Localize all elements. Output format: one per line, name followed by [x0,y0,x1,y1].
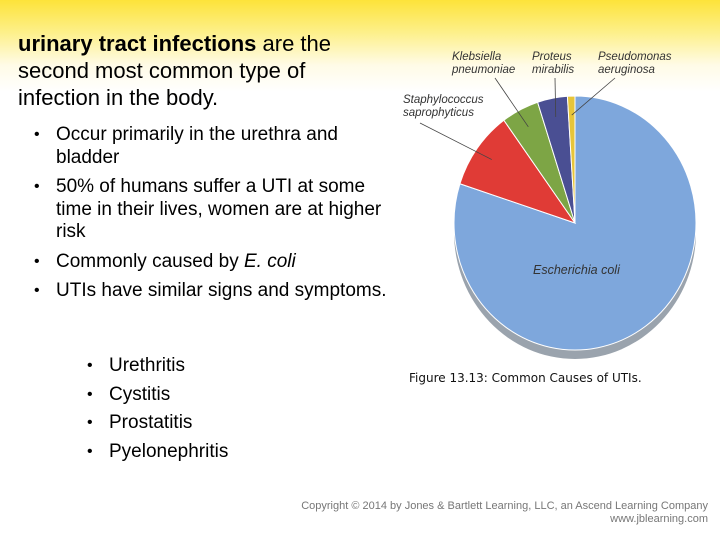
heading-bold: urinary tract infections [18,31,257,56]
label-line: saprophyticus [403,107,474,119]
label-proteus: Proteus mirabilis [532,51,574,77]
label-pseudomonas: Pseudomonas aeruginosa [598,51,672,77]
sub-bullet-item: Prostatitis [87,409,369,438]
leader-line [571,77,616,116]
pie-chart-figure: Klebsiella pneumoniae Proteus mirabilis … [400,45,700,365]
bullet-item: Commonly caused by E. coli [34,250,392,274]
pie-chart [419,77,697,359]
copyright-url: www.jblearning.com [610,513,708,525]
heading-rest: are the second most common type of infec… [18,31,331,110]
bullet-item: Occur primarily in the urethra and bladd… [34,124,392,169]
bullet-text: Commonly caused by [56,250,244,272]
label-line: Staphylococcus [403,94,484,106]
pie-slice [566,95,576,224]
label-line: aeruginosa [598,64,655,76]
figure-caption: Figure 13.13: Common Causes of UTIs. [409,371,642,385]
label-line: pneumoniae [452,64,516,76]
leader-line [554,77,557,117]
label-line: Proteus [532,51,572,63]
label-line: mirabilis [532,64,575,76]
label-staph: Staphylococcus saprophyticus [403,94,484,120]
sub-bullet-item: Urethritis [87,352,369,381]
label-ecoli: Escherichia coli [533,263,620,277]
copyright-notice: Copyright © 2014 by Jones & Bartlett Lea… [301,500,708,526]
bullet-italic: E. coli [243,250,296,272]
sub-bullet-item: Pyelonephritis [87,438,369,467]
bullet-item: 50% of humans suffer a UTI at some time … [34,176,392,244]
pie-slice [459,119,577,224]
label-line: Klebsiella [452,51,502,63]
leader-line [494,77,529,128]
sub-bullet-list: Urethritis Cystitis Prostatitis Pyelonep… [87,352,369,467]
slide-heading: urinary tract infections are the second … [18,30,390,111]
label-line: Pseudomonas [598,51,672,63]
label-klebsiella: Klebsiella pneumoniae [452,51,515,77]
sub-bullet-item: Cystitis [87,381,369,410]
bullet-item: UTIs have similar signs and symptoms. [34,280,392,303]
copyright-line: Copyright © 2014 by Jones & Bartlett Lea… [301,500,708,512]
leader-line [419,122,492,160]
bullet-list: Occur primarily in the urethra and bladd… [34,124,392,310]
